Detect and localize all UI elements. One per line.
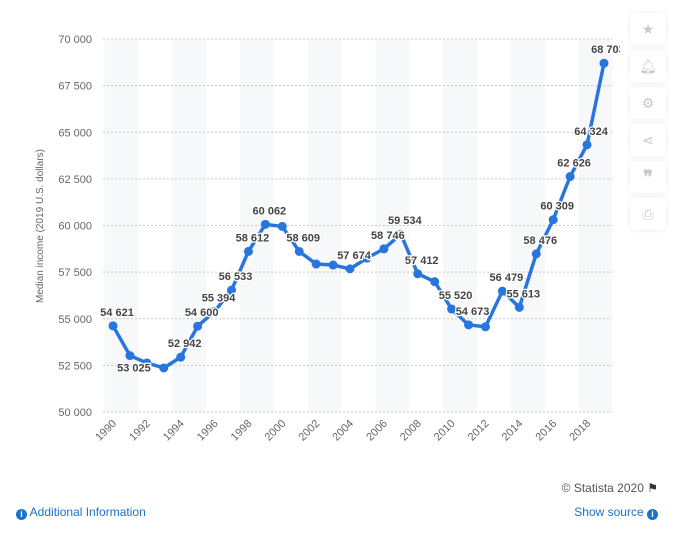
data-point	[447, 304, 457, 314]
x-tick-label: 1994	[161, 418, 187, 444]
data-point	[227, 285, 237, 295]
data-point	[328, 260, 338, 270]
quote-icon[interactable]: ❞	[630, 161, 666, 193]
x-tick-label: 2018	[567, 418, 593, 444]
data-label: 56 479	[490, 272, 524, 284]
data-point	[277, 221, 287, 231]
data-label: 54 673	[456, 306, 490, 318]
data-point	[514, 302, 524, 312]
data-point	[379, 244, 389, 254]
x-tick-label: 1990	[93, 418, 119, 444]
data-point	[362, 253, 372, 263]
show-source-link[interactable]: Show source i	[574, 505, 658, 520]
line-chart: 50 000 52 500 55 000 57 500 60 000 62 500 65 0…	[35, 34, 620, 444]
data-point	[159, 363, 169, 373]
y-tick-label: 62 500	[58, 174, 92, 186]
x-tick-label: 1996	[195, 418, 221, 444]
print-icon[interactable]: ⎙	[630, 198, 666, 230]
info-icon: i	[16, 509, 27, 520]
y-tick-label: 55 000	[58, 314, 92, 326]
y-tick-label: 50 000	[58, 407, 92, 419]
data-point	[193, 321, 203, 331]
series-line	[111, 62, 606, 370]
sidebar-toolbar: ★ 🔔︎ ⚙ ⋖ ❞ ⎙	[630, 13, 666, 230]
additional-information-label: Additional Information	[29, 505, 146, 519]
bell-icon[interactable]: 🔔︎	[630, 50, 666, 82]
share-icon[interactable]: ⋖	[630, 124, 666, 156]
data-point	[599, 58, 609, 68]
data-label: 58 476	[523, 235, 557, 247]
x-tick-label: 2012	[466, 418, 492, 444]
data-point	[260, 219, 270, 229]
x-tick-label: 1992	[127, 418, 153, 444]
y-tick-label: 67 500	[58, 81, 92, 93]
y-axis-label: Median income (2019 U.S. dollars)	[35, 149, 46, 303]
x-tick-label: 2006	[364, 418, 390, 444]
data-point	[210, 306, 220, 316]
data-point	[125, 351, 135, 361]
data-point	[531, 249, 541, 259]
data-label: 55 394	[202, 292, 237, 304]
data-point	[565, 172, 575, 182]
y-tick-label: 70 000	[58, 34, 92, 46]
x-tick-label: 2014	[500, 418, 526, 444]
data-label: 58 609	[286, 232, 320, 244]
data-point	[311, 259, 321, 269]
data-label: 57 412	[405, 255, 439, 267]
data-label: 53 025	[117, 363, 151, 375]
data-point	[480, 322, 490, 332]
data-label: 55 613	[506, 288, 540, 300]
data-point	[464, 320, 474, 330]
data-label: 62 626	[557, 158, 591, 170]
data-label: 60 062	[253, 205, 287, 217]
data-point	[345, 264, 355, 274]
x-tick-label: 2002	[296, 418, 322, 444]
data-label: 54 600	[185, 307, 219, 319]
data-label: 58 612	[236, 232, 270, 244]
additional-information-link[interactable]: i Additional Information	[16, 505, 146, 520]
data-point	[142, 358, 152, 368]
y-tick-label: 60 000	[58, 221, 92, 233]
x-tick-label: 2004	[330, 418, 356, 444]
data-point	[582, 140, 592, 150]
data-point	[430, 277, 440, 287]
data-label: 58 746	[371, 230, 405, 242]
x-tick-label: 2016	[534, 418, 560, 444]
y-tick-label: 65 000	[58, 127, 92, 139]
data-label: 68 703	[591, 44, 620, 56]
data-label: 54 621	[100, 307, 134, 319]
x-tick-label: 2008	[398, 418, 424, 444]
data-label: 56 533	[219, 271, 253, 283]
data-point	[294, 246, 304, 256]
data-point	[396, 229, 406, 239]
gear-icon[interactable]: ⚙	[630, 87, 666, 119]
data-label: 60 309	[540, 201, 574, 213]
copyright-text: © Statista 2020	[561, 481, 644, 495]
data-point	[108, 321, 118, 331]
star-icon[interactable]: ★	[630, 13, 666, 45]
data-point	[497, 286, 507, 296]
data-label: 57 674	[337, 250, 372, 262]
x-tick-label: 1998	[229, 418, 255, 444]
y-tick-label: 57 500	[58, 267, 92, 279]
data-label: 59 534	[388, 215, 423, 227]
data-label: 64 324	[574, 126, 609, 138]
copyright: © Statista 2020 ⚑	[562, 481, 658, 495]
x-tick-label: 2010	[432, 418, 458, 444]
info-icon: i	[647, 509, 658, 520]
data-point	[548, 215, 558, 225]
data-label: 52 942	[168, 338, 202, 350]
data-point	[176, 352, 186, 362]
data-point	[243, 246, 253, 256]
flag-icon[interactable]: ⚑	[647, 481, 658, 495]
show-source-label: Show source	[574, 505, 644, 519]
data-point	[413, 269, 423, 279]
y-tick-label: 52 500	[58, 360, 92, 372]
x-tick-label: 2000	[263, 418, 289, 444]
data-label: 55 520	[439, 290, 473, 302]
